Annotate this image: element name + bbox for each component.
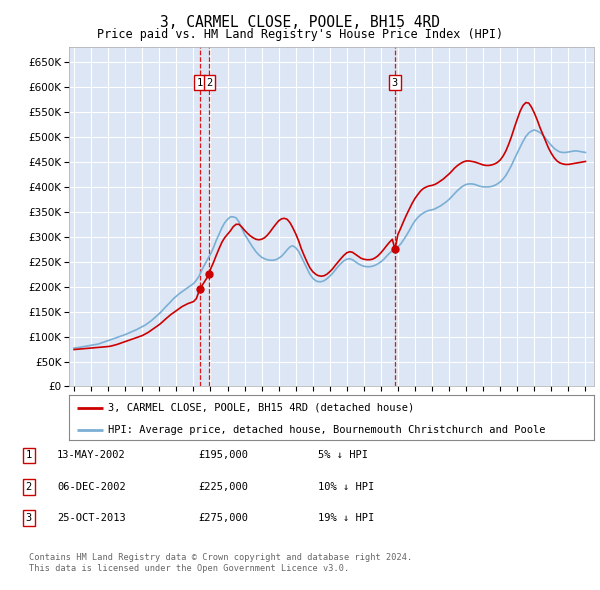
Text: 06-DEC-2002: 06-DEC-2002 bbox=[57, 482, 126, 491]
Text: £275,000: £275,000 bbox=[198, 513, 248, 523]
Text: 3, CARMEL CLOSE, POOLE, BH15 4RD (detached house): 3, CARMEL CLOSE, POOLE, BH15 4RD (detach… bbox=[109, 403, 415, 412]
Text: 1: 1 bbox=[197, 78, 203, 88]
Text: 3, CARMEL CLOSE, POOLE, BH15 4RD: 3, CARMEL CLOSE, POOLE, BH15 4RD bbox=[160, 15, 440, 30]
Text: 2: 2 bbox=[206, 78, 212, 88]
Text: 3: 3 bbox=[392, 78, 398, 88]
Text: 13-MAY-2002: 13-MAY-2002 bbox=[57, 451, 126, 460]
Text: £195,000: £195,000 bbox=[198, 451, 248, 460]
Text: 5% ↓ HPI: 5% ↓ HPI bbox=[318, 451, 368, 460]
Text: £225,000: £225,000 bbox=[198, 482, 248, 491]
Text: 1: 1 bbox=[26, 451, 32, 460]
Text: 19% ↓ HPI: 19% ↓ HPI bbox=[318, 513, 374, 523]
Text: This data is licensed under the Open Government Licence v3.0.: This data is licensed under the Open Gov… bbox=[29, 565, 349, 573]
Text: 10% ↓ HPI: 10% ↓ HPI bbox=[318, 482, 374, 491]
Text: 3: 3 bbox=[26, 513, 32, 523]
Text: 25-OCT-2013: 25-OCT-2013 bbox=[57, 513, 126, 523]
Text: HPI: Average price, detached house, Bournemouth Christchurch and Poole: HPI: Average price, detached house, Bour… bbox=[109, 425, 546, 435]
Text: Contains HM Land Registry data © Crown copyright and database right 2024.: Contains HM Land Registry data © Crown c… bbox=[29, 553, 412, 562]
Text: Price paid vs. HM Land Registry's House Price Index (HPI): Price paid vs. HM Land Registry's House … bbox=[97, 28, 503, 41]
Text: 2: 2 bbox=[26, 482, 32, 491]
